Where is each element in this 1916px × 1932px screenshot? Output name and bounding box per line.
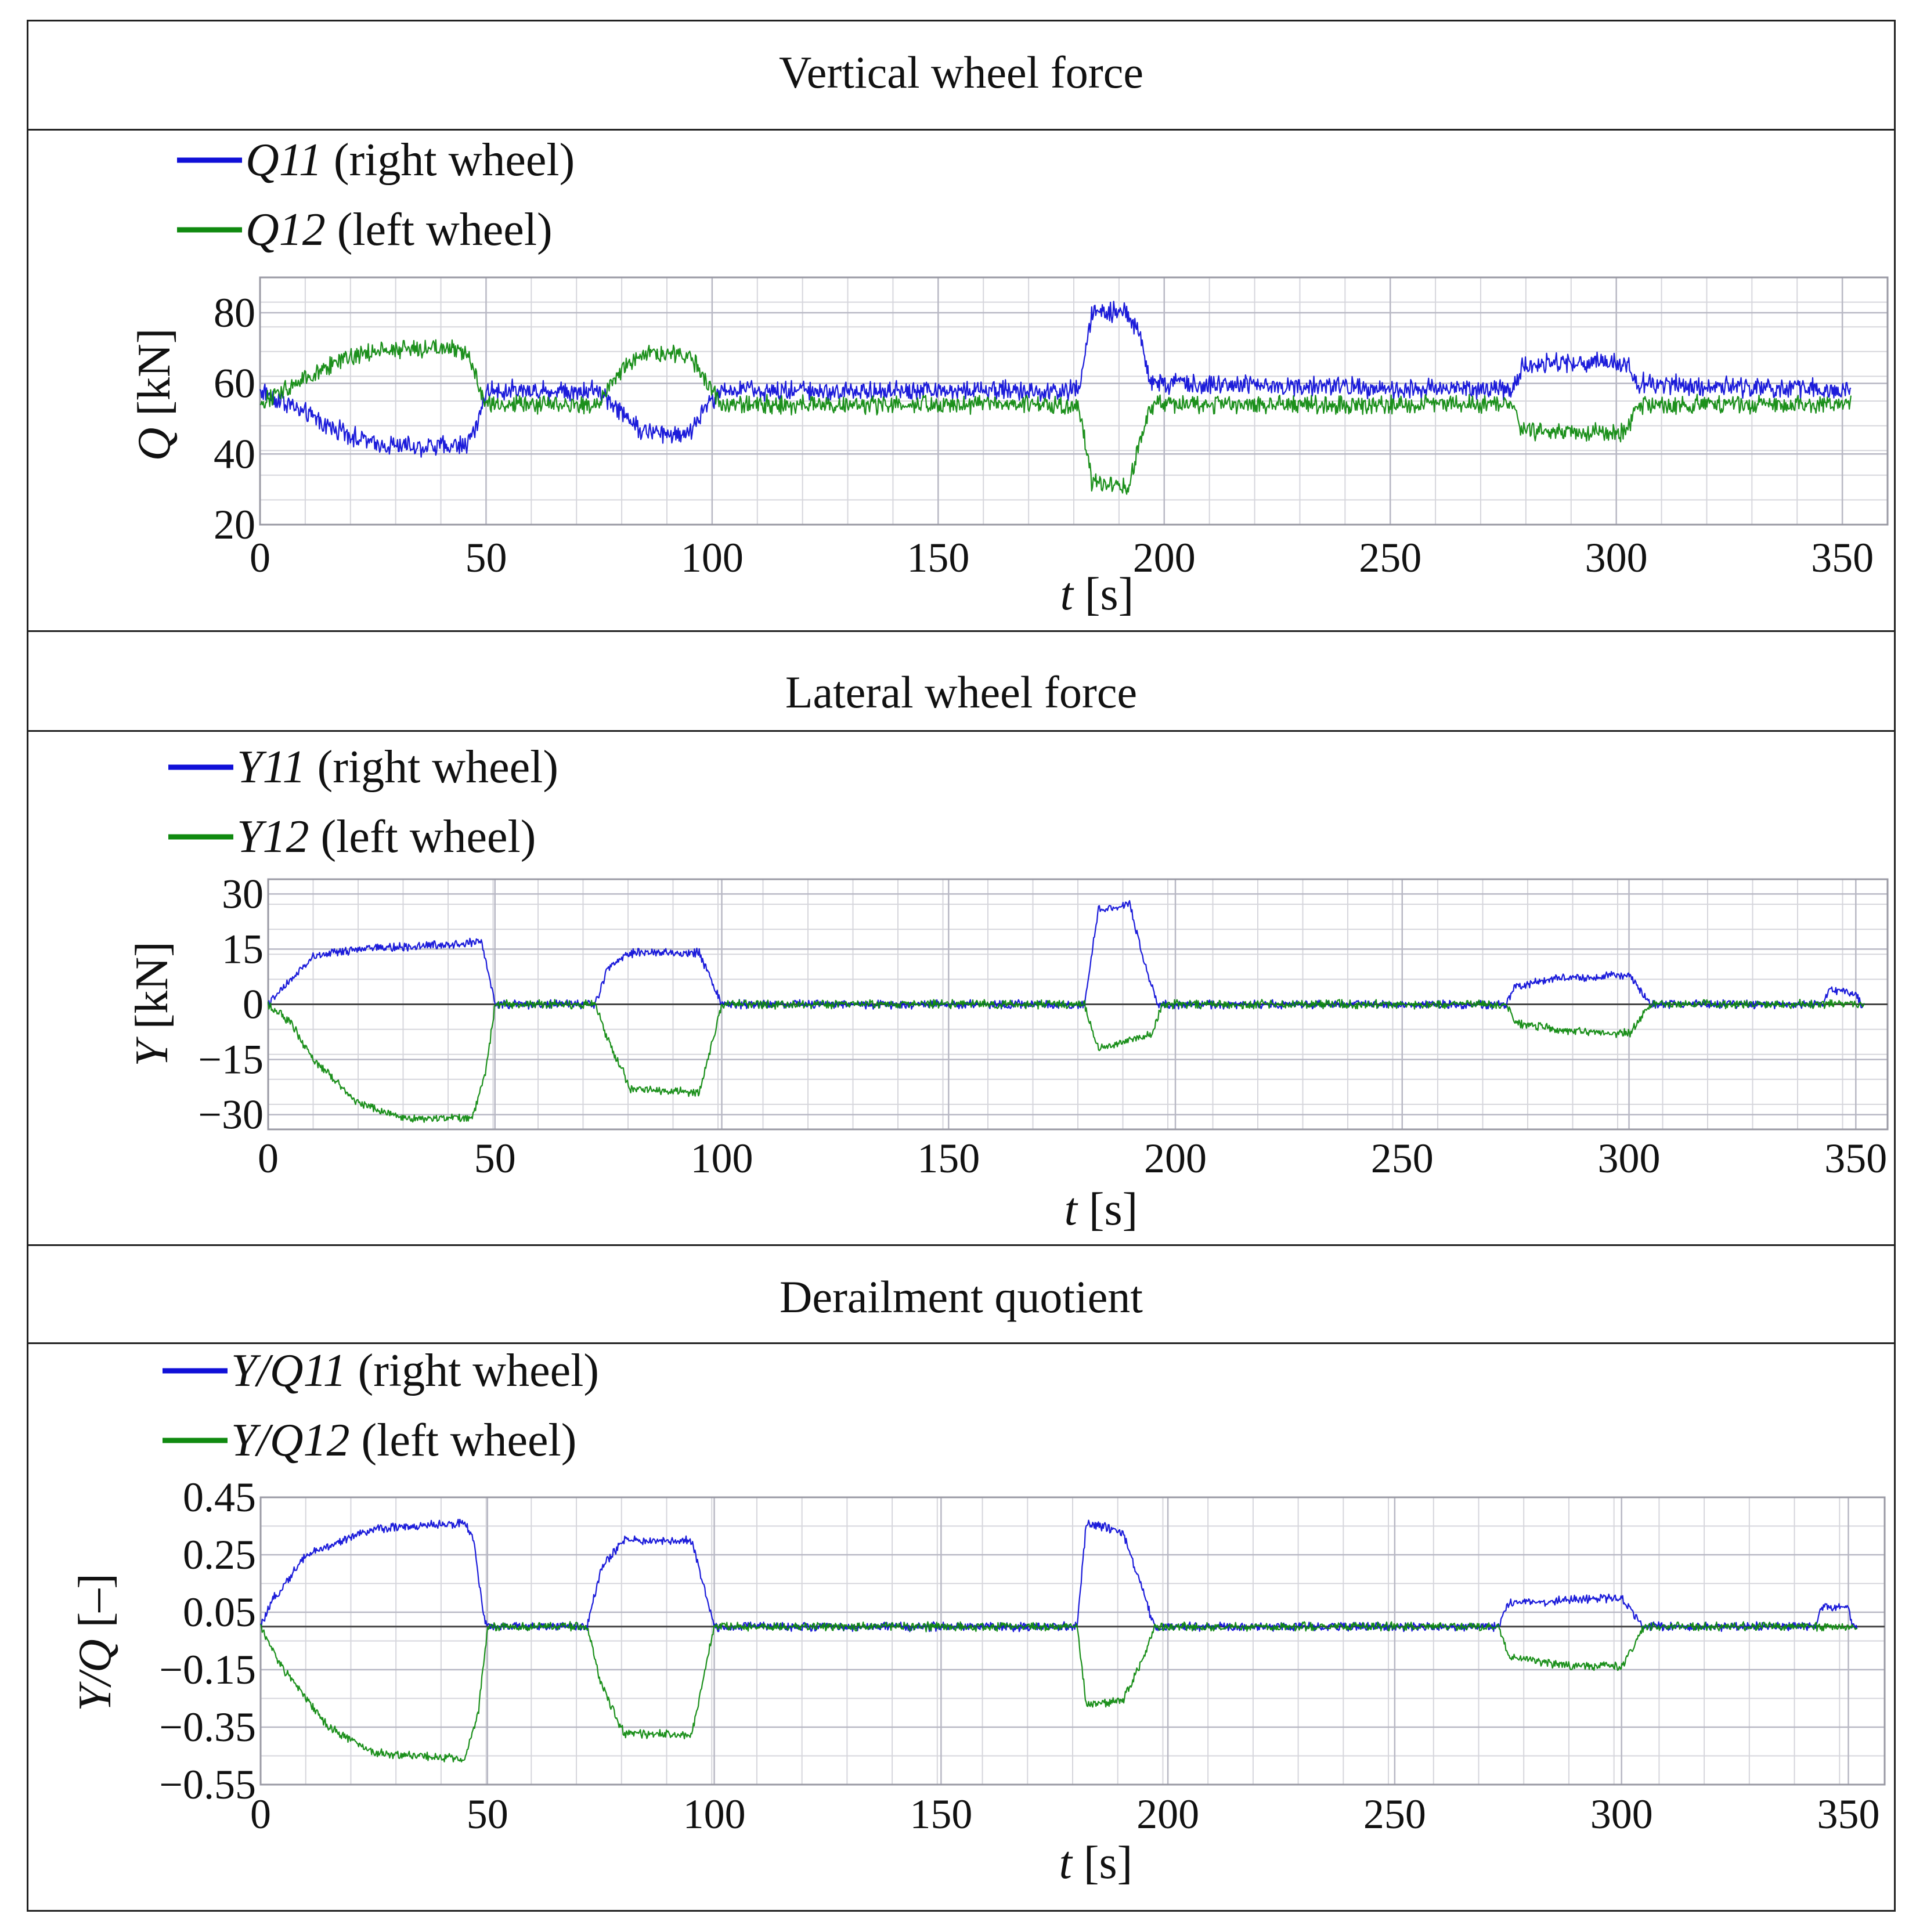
legend-label: (right wheel): [306, 742, 558, 793]
x-tick-label: 150: [917, 1135, 980, 1182]
series-line-yq11: [259, 1518, 1858, 1633]
legend-var: Q11: [246, 135, 322, 186]
x-tick-label: 350: [1817, 1791, 1879, 1837]
y-axis-title: Y [kN]: [127, 941, 178, 1067]
legend-label: (left wheel): [350, 1415, 577, 1466]
x-tick-label: 50: [465, 535, 507, 581]
y-tick-label: −0.35: [159, 1704, 256, 1750]
legend-var: Q12: [246, 204, 326, 255]
x-tick-label: 350: [1811, 535, 1874, 581]
x-axis-title: t [s]: [1065, 1184, 1138, 1235]
series-line-y11: [267, 900, 1866, 1010]
x-tick-label: 250: [1359, 535, 1421, 581]
divider: [27, 730, 1896, 732]
x-axis-title: t [s]: [1059, 1837, 1133, 1888]
plot-area: [259, 276, 1889, 526]
legend-entry: Q11 (right wheel): [246, 135, 575, 186]
x-axis-title: t [s]: [1060, 569, 1134, 620]
series-line-yq12: [259, 1621, 1857, 1763]
x-tick-label: 200: [1136, 1791, 1199, 1837]
x-tick-label: 0: [250, 535, 270, 581]
x-axis-unit: [s]: [1073, 569, 1134, 620]
y-tick-label: 0.25: [183, 1532, 256, 1578]
legend-entry: Y12 (left wheel): [237, 811, 536, 862]
legend-entry: Y/Q12 (left wheel): [231, 1415, 576, 1466]
y-axis-var: Y: [127, 1037, 178, 1067]
x-tick-label: 150: [910, 1791, 972, 1837]
y-axis-title: Q [kN]: [129, 328, 180, 461]
x-axis-var: t: [1059, 1837, 1073, 1888]
x-tick-label: 250: [1363, 1791, 1426, 1837]
x-tick-label: 0: [250, 1791, 271, 1837]
x-tick-label: 50: [467, 1791, 508, 1837]
figure-frame: [27, 20, 1896, 1912]
y-tick-label: 30: [222, 871, 264, 917]
y-axis-unit: [kN]: [129, 328, 180, 428]
plot-area: [259, 1496, 1886, 1786]
x-tick-label: 300: [1598, 1135, 1661, 1182]
y-tick-label: −15: [198, 1037, 264, 1083]
legend-label: (left wheel): [326, 204, 553, 255]
legend-entry: Y/Q11 (right wheel): [231, 1345, 599, 1396]
x-tick-label: 250: [1371, 1135, 1434, 1182]
y-tick-label: 0.05: [183, 1589, 256, 1635]
x-tick-label: 100: [691, 1135, 753, 1182]
y-axis-title: Y/Q [–]: [70, 1573, 121, 1711]
series-line-q12: [259, 339, 1852, 495]
y-axis-var: Q: [129, 428, 180, 461]
x-tick-label: 200: [1144, 1135, 1207, 1182]
y-axis-unit: [–]: [70, 1573, 121, 1639]
series-line-y12: [267, 999, 1866, 1123]
x-tick-label: 350: [1824, 1135, 1887, 1182]
y-tick-label: −0.55: [159, 1761, 256, 1808]
legend-label: (right wheel): [347, 1345, 599, 1396]
legend-var: Y/Q11: [231, 1345, 347, 1396]
x-axis-unit: [s]: [1072, 1837, 1132, 1888]
legend-var: Y11: [237, 742, 306, 793]
legend-label: (right wheel): [322, 135, 575, 186]
chart-title-lateral: Lateral wheel force: [785, 667, 1138, 717]
x-tick-label: 200: [1133, 535, 1196, 581]
legend-entry: Y11 (right wheel): [237, 742, 558, 793]
legend-entry: Q12 (left wheel): [246, 204, 553, 255]
divider: [27, 1244, 1896, 1246]
y-tick-label: 60: [214, 360, 255, 407]
chart-title-vertical: Vertical wheel force: [779, 47, 1143, 97]
chart-title-derailment: Derailment quotient: [780, 1272, 1143, 1322]
y-axis-unit: [kN]: [127, 941, 178, 1041]
series-line-q11: [259, 301, 1852, 458]
x-tick-label: 150: [907, 535, 969, 581]
x-tick-label: 100: [683, 1791, 746, 1837]
legend-label: (left wheel): [309, 811, 536, 862]
y-tick-label: 80: [214, 290, 255, 336]
x-tick-label: 100: [681, 535, 744, 581]
y-tick-label: 20: [214, 501, 255, 548]
divider: [27, 1342, 1896, 1344]
y-tick-label: 15: [222, 926, 264, 972]
x-tick-label: 300: [1585, 535, 1648, 581]
x-axis-unit: [s]: [1077, 1184, 1138, 1235]
legend-var: Y/Q12: [231, 1415, 350, 1466]
x-tick-label: 50: [474, 1135, 516, 1182]
divider: [27, 630, 1896, 632]
y-axis-var: Y/Q: [70, 1639, 121, 1711]
y-tick-label: −0.15: [159, 1646, 256, 1693]
x-axis-var: t: [1065, 1184, 1078, 1235]
legend-var: Y12: [237, 811, 309, 862]
y-tick-label: −30: [198, 1092, 264, 1138]
y-tick-label: 0.45: [183, 1474, 256, 1521]
divider: [27, 129, 1896, 131]
y-tick-label: 0: [243, 981, 264, 1028]
x-tick-label: 300: [1590, 1791, 1653, 1837]
x-axis-var: t: [1060, 569, 1074, 620]
x-tick-label: 0: [258, 1135, 279, 1182]
y-tick-label: 40: [214, 431, 255, 477]
